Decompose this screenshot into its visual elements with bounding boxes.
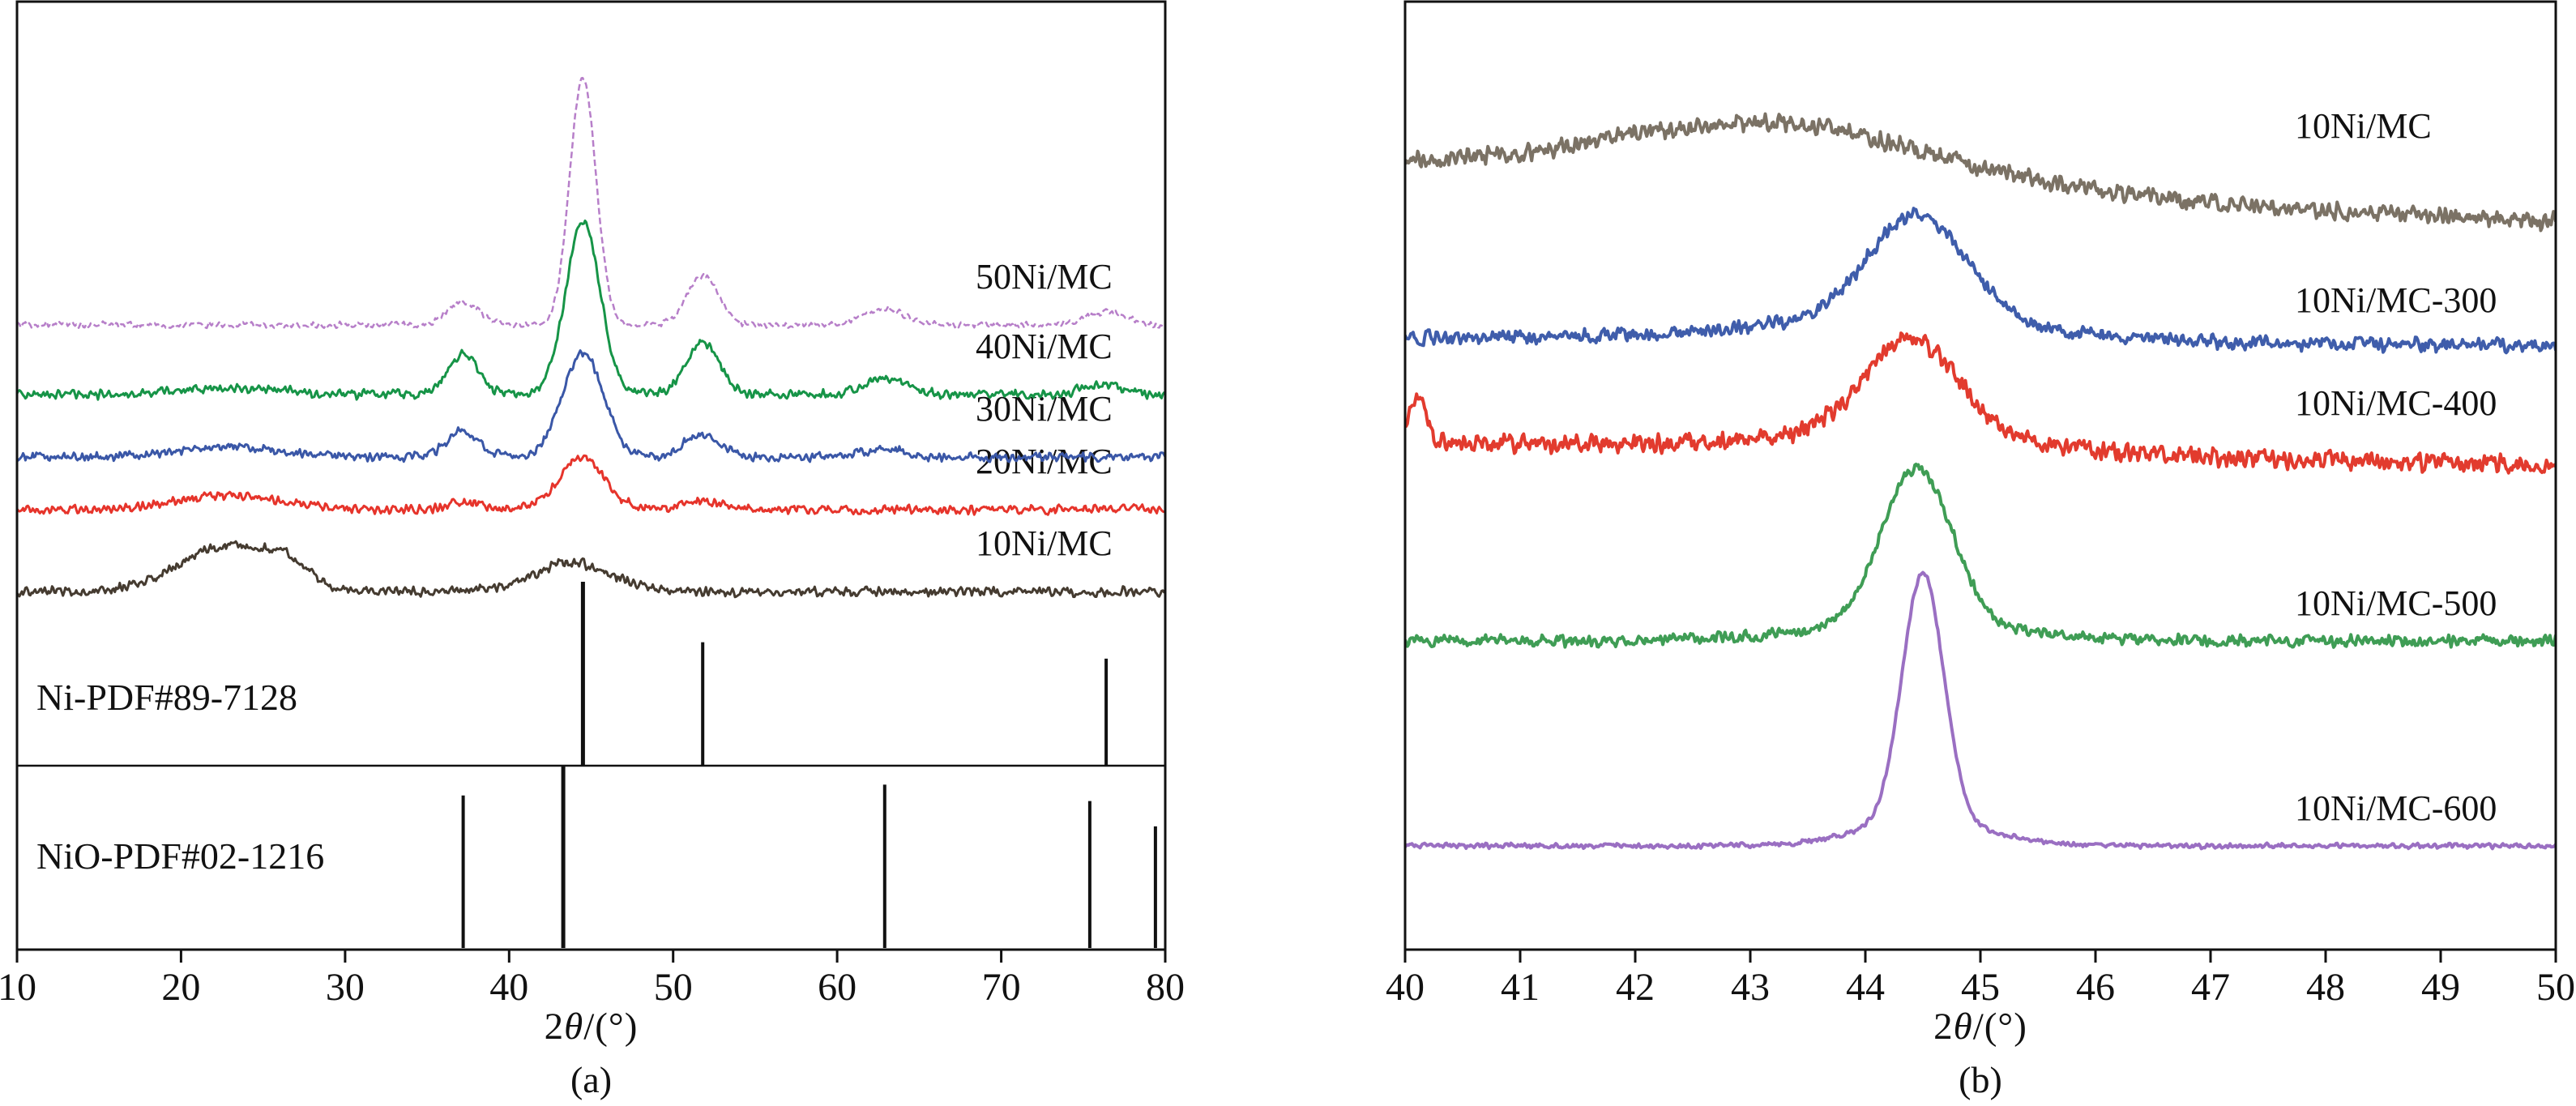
svg-text:30Ni/MC: 30Ni/MC bbox=[976, 389, 1113, 429]
xrd-plot-a: Ni-PDF#89-7128 NiO-PDF#02-1216 10Ni/MC 20Ni… bbox=[0, 0, 1185, 1009]
svg-text:Ni-PDF#89-7128: Ni-PDF#89-7128 bbox=[36, 677, 297, 718]
svg-text:30: 30 bbox=[326, 966, 365, 1009]
xrd-plot-b: 10Ni/MC 10Ni/MC-300 10Ni/MC-400 10Ni/MC-500… bbox=[1386, 0, 2575, 1009]
svg-text:10Ni/MC-600: 10Ni/MC-600 bbox=[2295, 788, 2497, 828]
svg-text:70: 70 bbox=[982, 966, 1021, 1009]
svg-text:10: 10 bbox=[0, 966, 36, 1009]
svg-text:10Ni/MC-400: 10Ni/MC-400 bbox=[2295, 383, 2497, 423]
svg-text:80: 80 bbox=[1146, 966, 1185, 1009]
x-axis-label-a: 2θ/(°) bbox=[15, 1005, 1167, 1048]
caption-b: (b) bbox=[1959, 1059, 2002, 1100]
svg-text:44: 44 bbox=[1846, 966, 1885, 1009]
svg-text:60: 60 bbox=[818, 966, 857, 1009]
xlabel-b-rest: /(°) bbox=[1972, 1006, 2027, 1048]
svg-text:40: 40 bbox=[1386, 966, 1425, 1009]
svg-text:43: 43 bbox=[1731, 966, 1770, 1009]
xrd-panel-b: 10Ni/MC 10Ni/MC-300 10Ni/MC-400 10Ni/MC-500… bbox=[1386, 0, 2575, 1106]
svg-text:48: 48 bbox=[2306, 966, 2345, 1009]
svg-text:10Ni/MC-500: 10Ni/MC-500 bbox=[2295, 583, 2497, 623]
svg-text:46: 46 bbox=[2076, 966, 2115, 1009]
xlabel-b-num: 2 bbox=[1933, 1006, 1954, 1048]
xlabel-a-theta: θ bbox=[564, 1006, 584, 1048]
svg-text:40Ni/MC: 40Ni/MC bbox=[976, 327, 1113, 366]
svg-text:50Ni/MC: 50Ni/MC bbox=[976, 257, 1113, 297]
svg-text:20Ni/MC: 20Ni/MC bbox=[976, 442, 1113, 481]
x-axis-label-b: 2θ/(°) bbox=[1403, 1005, 2557, 1048]
svg-text:10Ni/MC-300: 10Ni/MC-300 bbox=[2295, 280, 2497, 320]
svg-text:50: 50 bbox=[654, 966, 693, 1009]
svg-text:40: 40 bbox=[489, 966, 528, 1009]
svg-text:50: 50 bbox=[2536, 966, 2575, 1009]
svg-text:41: 41 bbox=[1501, 966, 1540, 1009]
svg-text:NiO-PDF#02-1216: NiO-PDF#02-1216 bbox=[36, 835, 324, 877]
caption-a: (a) bbox=[570, 1059, 613, 1100]
xlabel-b-theta: θ bbox=[1953, 1006, 1973, 1048]
xlabel-a-rest: /(°) bbox=[583, 1006, 639, 1048]
svg-text:49: 49 bbox=[2421, 966, 2460, 1009]
svg-text:47: 47 bbox=[2191, 966, 2230, 1009]
svg-text:45: 45 bbox=[1961, 966, 2000, 1009]
svg-text:42: 42 bbox=[1616, 966, 1655, 1009]
svg-text:20: 20 bbox=[161, 966, 200, 1009]
svg-text:10Ni/MC: 10Ni/MC bbox=[2295, 106, 2432, 146]
xrd-panel-a: Ni-PDF#89-7128 NiO-PDF#02-1216 10Ni/MC 20Ni… bbox=[0, 0, 1185, 1106]
svg-text:10Ni/MC: 10Ni/MC bbox=[976, 523, 1113, 563]
xlabel-a-num: 2 bbox=[544, 1006, 565, 1048]
